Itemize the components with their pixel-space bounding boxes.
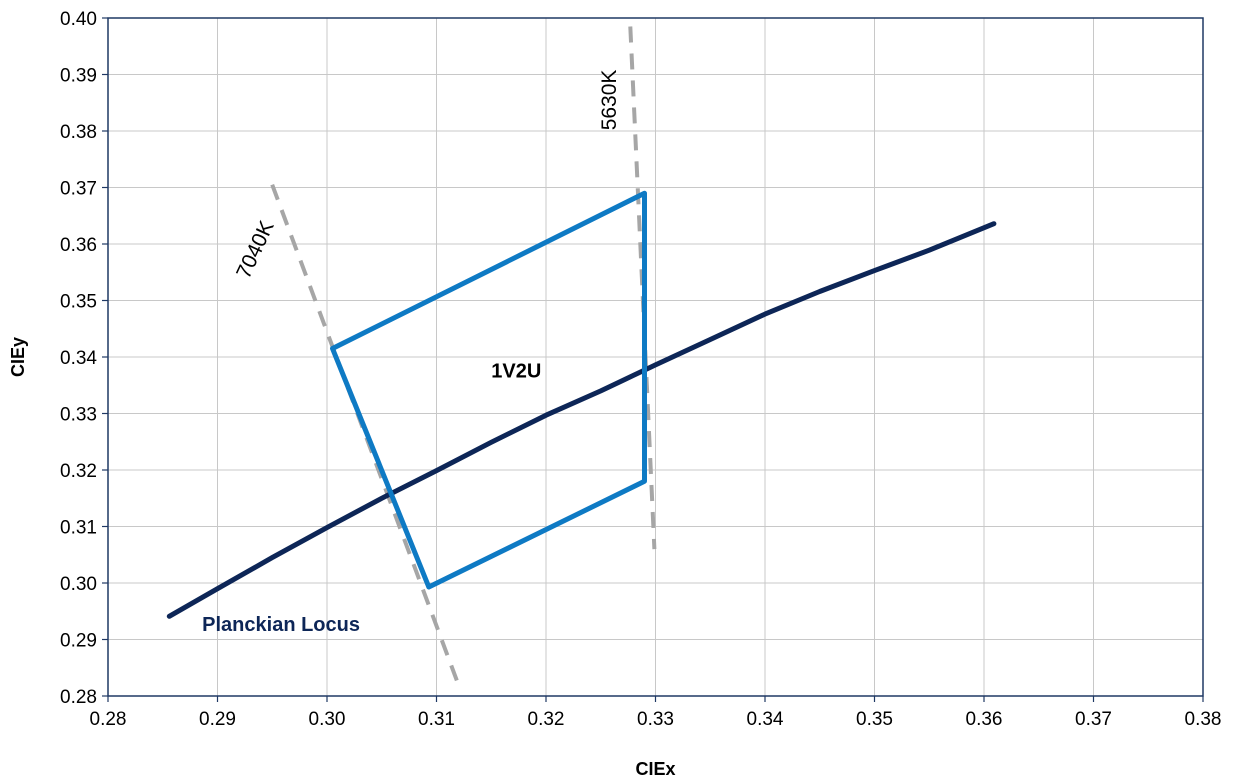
y-tick-label: 0.29 xyxy=(60,631,97,652)
grid xyxy=(102,17,1204,702)
x-tick-label: 0.28 xyxy=(90,709,127,730)
y-tick-label: 0.40 xyxy=(60,9,97,30)
annotation-7040k: 7040K xyxy=(232,217,279,282)
y-tick-label: 0.33 xyxy=(60,405,97,426)
series-group xyxy=(166,26,997,686)
annotation-planckian-locus: Planckian Locus xyxy=(202,614,360,636)
x-tick-label: 0.33 xyxy=(637,709,674,730)
y-tick-label: 0.30 xyxy=(60,574,97,595)
x-tick-label: 0.34 xyxy=(747,709,784,730)
y-tick-label: 0.28 xyxy=(60,687,97,708)
y-axis-title: CIEy xyxy=(8,337,28,377)
y-tick-label: 0.34 xyxy=(60,348,97,369)
y-tick-labels: 0.28 0.29 0.30 0.31 0.32 0.33 0.34 0.35 0.36 0.37… xyxy=(60,9,97,708)
series-7040k xyxy=(270,184,461,686)
x-tick-label: 0.36 xyxy=(966,709,1003,730)
x-tick-label: 0.37 xyxy=(1075,709,1112,730)
y-tick-label: 0.32 xyxy=(60,461,97,482)
x-tick-label: 0.29 xyxy=(199,709,236,730)
series-planckian-locus xyxy=(166,221,997,619)
y-tick-label: 0.37 xyxy=(60,179,97,200)
x-tick-label: 0.31 xyxy=(418,709,455,730)
series-5630k xyxy=(628,26,657,550)
x-tick-label: 0.32 xyxy=(528,709,565,730)
y-tick-label: 0.38 xyxy=(60,122,97,143)
y-tick-label: 0.35 xyxy=(60,292,97,313)
series-1v2u xyxy=(330,190,647,590)
x-tick-label: 0.38 xyxy=(1185,709,1222,730)
y-tick-label: 0.36 xyxy=(60,235,97,256)
annotation-1v2u: 1V2U xyxy=(491,360,541,382)
x-tick-label: 0.35 xyxy=(856,709,893,730)
y-tick-label: 0.39 xyxy=(60,66,97,87)
x-tick-labels: 0.28 0.29 0.30 0.31 0.32 0.33 0.34 0.35 0.36 0.37… xyxy=(90,709,1222,730)
y-tick-label: 0.31 xyxy=(60,518,97,539)
plot-area-frame xyxy=(107,17,1204,697)
x-axis-title: CIEx xyxy=(635,759,675,779)
annotation-5630k: 5630K xyxy=(598,70,621,131)
x-tick-label: 0.30 xyxy=(309,709,346,730)
